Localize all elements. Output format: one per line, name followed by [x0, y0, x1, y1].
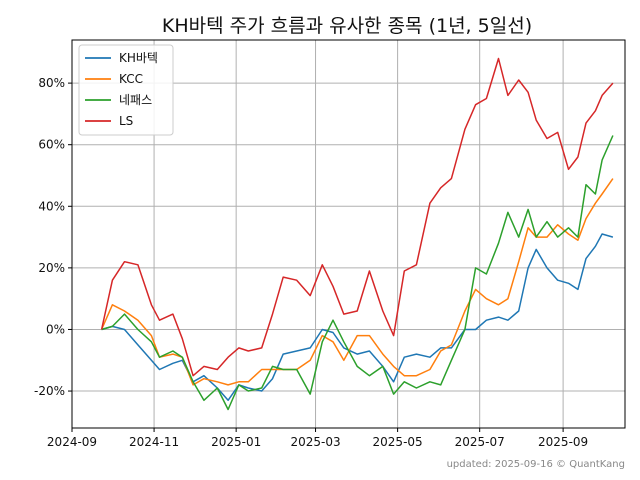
series-lines	[100, 57, 614, 411]
y-tick-label: -20%	[34, 384, 65, 398]
y-tick-label: 20%	[38, 261, 65, 275]
x-tick-label: 2024-11	[129, 435, 179, 449]
plot-frame	[71, 39, 626, 429]
x-tick-label: 2025-03	[290, 435, 340, 449]
legend-label: LS	[119, 114, 133, 128]
footer-credit: updated: 2025-09-16 © QuantKang	[447, 459, 625, 470]
series-line-KCC	[100, 178, 614, 386]
x-tick-label: 2025-07	[455, 435, 505, 449]
grid-lines	[71, 40, 625, 428]
x-tick-label: 2025-09	[538, 435, 588, 449]
legend-label: KH바텍	[119, 51, 158, 65]
chart-title: KH바텍 주가 흐름과 유사한 종목 (1년, 5일선)	[162, 15, 532, 37]
axis-ticks: 2024-09 2024-11 2025-01 2025-03 2025-05 2025-…	[34, 76, 588, 449]
x-tick-label: 2025-05	[373, 435, 423, 449]
x-tick-label: 2025-01	[211, 435, 261, 449]
y-tick-label: 80%	[38, 76, 65, 90]
series-line-네패스	[101, 135, 614, 411]
legend-label: 네패스	[119, 93, 152, 107]
x-tick-label: 2024-09	[47, 435, 97, 449]
legend-label: KCC	[119, 72, 143, 86]
series-line-LS	[100, 57, 614, 377]
y-tick-label: 60%	[38, 138, 65, 152]
legend-box	[78, 44, 174, 136]
legend: KH바텍 KCC 네패스 LS	[78, 44, 174, 136]
y-tick-label: 0%	[46, 322, 65, 336]
y-tick-label: 40%	[38, 199, 65, 213]
